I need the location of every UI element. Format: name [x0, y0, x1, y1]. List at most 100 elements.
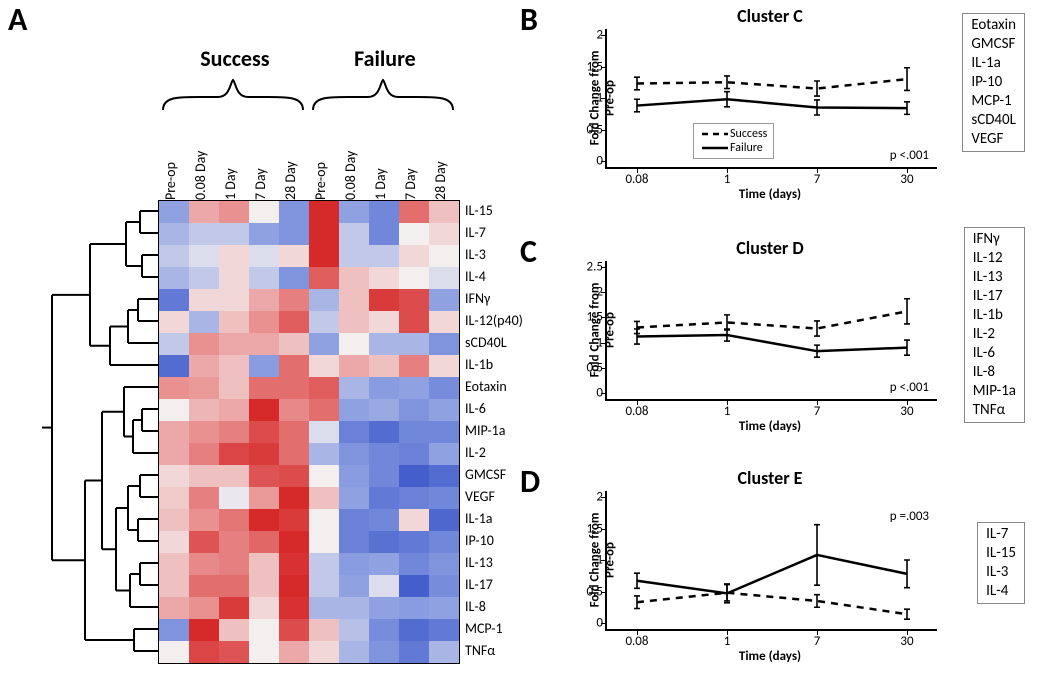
heatmap-row-label: IL-6: [462, 398, 523, 420]
plot-svg-D: [607, 491, 937, 629]
heatmap-cell: [249, 355, 279, 377]
heatmap-cell: [429, 421, 459, 443]
heatmap-row-label: IL-4: [462, 266, 523, 288]
heatmap-cell: [339, 421, 369, 443]
heatmap-cell: [339, 289, 369, 311]
heatmap-cell: [249, 487, 279, 509]
group-braces: [158, 75, 458, 115]
heatmap-cell: [429, 575, 459, 597]
heatmap-row-label: sCD40L: [462, 332, 523, 354]
heatmap-cell: [279, 641, 309, 663]
heatmap-cell: [279, 333, 309, 355]
heatmap-cell: [159, 267, 189, 289]
analyte-item: IL-8: [973, 363, 1016, 382]
heatmap-cell: [339, 509, 369, 531]
y-tick-label: 0: [573, 616, 603, 631]
x-tick-label: 0.08: [625, 172, 648, 187]
heatmap-cell: [189, 443, 219, 465]
x-tick-label: 7: [814, 404, 821, 419]
y-tick-label: 0.5: [573, 360, 603, 375]
analyte-item: IL-15: [986, 544, 1016, 563]
heatmap-cell: [309, 311, 339, 333]
heatmap-cell: [339, 443, 369, 465]
heatmap-col-label: 7 Day: [252, 168, 269, 200]
analyte-item: IL-6: [973, 344, 1016, 363]
heatmap-cell: [219, 619, 249, 641]
y-tick-label: 1: [573, 91, 603, 106]
heatmap-cell: [369, 619, 399, 641]
y-tick-label: 2: [573, 28, 603, 43]
heatmap-cell: [279, 443, 309, 465]
heatmap-cell: [429, 443, 459, 465]
heatmap-cell: [429, 399, 459, 421]
heatmap-cell: [369, 245, 399, 267]
heatmap-cell: [159, 311, 189, 333]
heatmap-cell: [309, 619, 339, 641]
heatmap-cell: [159, 223, 189, 245]
group-label-success: Success: [200, 45, 269, 75]
heatmap-cell: [159, 399, 189, 421]
y-tick-label: 2: [573, 490, 603, 505]
heatmap-cell: [339, 597, 369, 619]
y-tick-label: 0: [573, 154, 603, 169]
heatmap-row: [159, 597, 459, 619]
y-tick-label: 1.5: [573, 310, 603, 325]
y-tick-label: 0.5: [573, 122, 603, 137]
heatmap-cell: [339, 355, 369, 377]
x-tick-label: 7: [814, 172, 821, 187]
heatmap-cell: [339, 333, 369, 355]
heatmap-cell: [309, 597, 339, 619]
analyte-item: IL-2: [973, 325, 1016, 344]
heatmap-row: [159, 443, 459, 465]
heatmap-cell: [249, 619, 279, 641]
heatmap-cell: [219, 641, 249, 663]
p-value: p =.003: [890, 509, 929, 524]
heatmap-cell: [279, 201, 309, 223]
heatmap-cell: [219, 531, 249, 553]
heatmap-cell: [399, 223, 429, 245]
analyte-list-C: IFNγIL-12IL-13IL-17IL-1bIL-2IL-6IL-8MIP-…: [964, 227, 1025, 423]
heatmap-cell: [159, 201, 189, 223]
panel-label-D: D: [520, 462, 540, 501]
heatmap-cell: [429, 333, 459, 355]
heatmap-cell: [159, 641, 189, 663]
x-tick-label: 30: [900, 172, 913, 187]
analyte-item: IP-10: [971, 73, 1016, 92]
heatmap-cell: [339, 553, 369, 575]
heatmap-cell: [279, 245, 309, 267]
heatmap-cell: [429, 355, 459, 377]
heatmap-grid: [158, 200, 460, 664]
heatmap-row-label: IL-2: [462, 442, 523, 464]
heatmap-cell: [279, 597, 309, 619]
group-label-failure: Failure: [354, 45, 416, 75]
heatmap-row-label: VEGF: [462, 486, 523, 508]
analyte-list-D: IL-7IL-15IL-3IL-4: [977, 522, 1025, 604]
heatmap-cell: [369, 267, 399, 289]
heatmap-cell: [399, 399, 429, 421]
heatmap-cell: [189, 377, 219, 399]
heatmap-cell: [339, 223, 369, 245]
heatmap-cell: [339, 465, 369, 487]
heatmap-cell: [369, 223, 399, 245]
heatmap-cell: [339, 487, 369, 509]
heatmap-cell: [309, 443, 339, 465]
heatmap-cell: [309, 575, 339, 597]
heatmap-cell: [249, 421, 279, 443]
heatmap-cell: [279, 355, 309, 377]
heatmap-col-labels: Pre-op0.08 Day1 Day7 Day28 DayPre-op0.08…: [158, 115, 458, 200]
heatmap-cell: [159, 597, 189, 619]
x-axis-label: Time (days): [605, 649, 935, 664]
y-tick-label: 0.5: [573, 584, 603, 599]
heatmap-cell: [189, 289, 219, 311]
heatmap-cell: [219, 465, 249, 487]
heatmap-row: [159, 245, 459, 267]
heatmap-cell: [399, 575, 429, 597]
heatmap-cell: [189, 201, 219, 223]
heatmap-row: [159, 267, 459, 289]
heatmap-cell: [339, 311, 369, 333]
heatmap-cell: [159, 531, 189, 553]
heatmap-cell: [189, 531, 219, 553]
heatmap-cell: [369, 421, 399, 443]
x-tick-label: 1: [724, 172, 731, 187]
heatmap-cell: [429, 597, 459, 619]
